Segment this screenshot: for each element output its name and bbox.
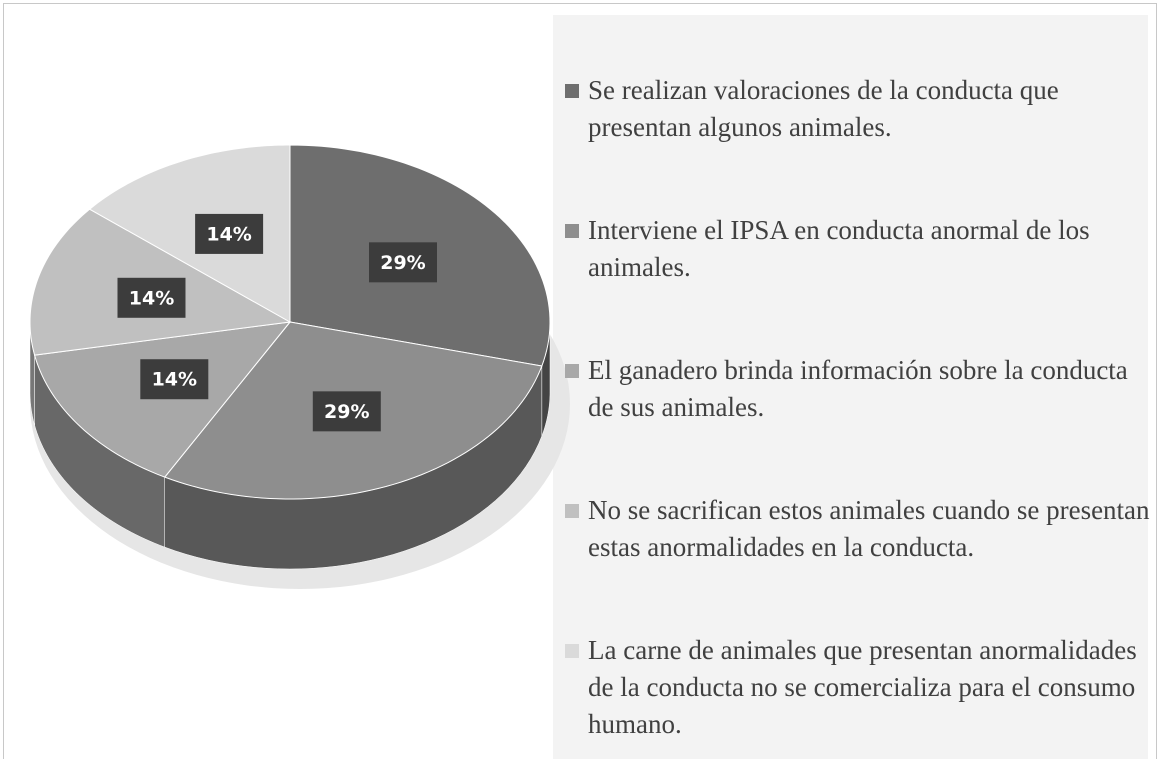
data-label-box <box>368 242 437 283</box>
data-label: 14% <box>129 287 174 309</box>
data-label: 29% <box>324 401 369 423</box>
legend-swatch <box>565 364 579 378</box>
pie-slice <box>88 144 291 323</box>
data-label: 14% <box>206 223 251 245</box>
legend-swatch <box>565 504 579 518</box>
data-label-box <box>312 391 381 432</box>
legend-item: No se sacrifican estos animales cuando s… <box>565 492 1150 566</box>
legend-item: La carne de animales que presentan anorm… <box>565 632 1150 743</box>
data-label-box <box>117 277 186 318</box>
chart-border <box>3 3 1157 759</box>
legend-swatch <box>565 84 579 98</box>
data-label-box <box>195 213 264 254</box>
legend-swatch <box>565 644 579 658</box>
legend-label: No se sacrifican estos animales cuando s… <box>588 495 1150 562</box>
legend-item: Interviene el IPSA en conducta anormal d… <box>565 212 1150 286</box>
legend-item: El ganadero brinda información sobre la … <box>565 352 1150 426</box>
legend-label: La carne de animales que presentan anorm… <box>588 635 1137 739</box>
legend-item: Se realizan valoraciones de la conducta … <box>565 72 1150 146</box>
legend-label: El ganadero brinda información sobre la … <box>588 355 1128 422</box>
legend-swatch <box>565 224 579 238</box>
data-label: 29% <box>380 252 425 274</box>
data-label-box <box>140 359 209 400</box>
pie-slice <box>33 321 292 478</box>
legend-panel <box>553 15 1148 759</box>
legend-label: Interviene el IPSA en conducta anormal d… <box>588 215 1090 282</box>
legend-label: Se realizan valoraciones de la conducta … <box>588 75 1059 142</box>
data-label: 14% <box>152 369 197 391</box>
